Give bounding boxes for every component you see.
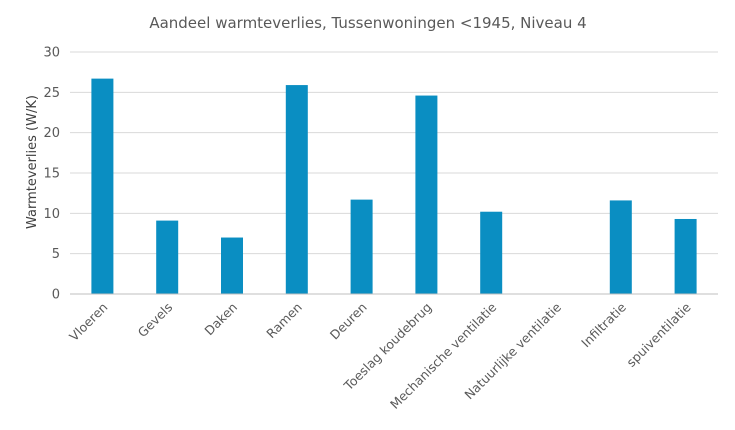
bar <box>609 200 632 294</box>
y-tick-label: 5 <box>52 247 60 262</box>
y-tick-label: 10 <box>43 207 60 222</box>
y-tick-label: 25 <box>43 86 60 101</box>
bar <box>221 237 243 294</box>
x-tick-label: Vloeren <box>66 300 110 344</box>
x-tick-label: Deuren <box>327 300 370 343</box>
x-tick-label: spuiventilatie <box>623 299 694 370</box>
x-tick-label: Mechanische ventilatie <box>387 299 500 412</box>
y-tick-label: 20 <box>43 126 60 141</box>
x-tick-label: Gevels <box>135 300 176 341</box>
bars <box>91 78 697 295</box>
y-tick-labels: 0 5 10 15 20 25 30 <box>43 46 60 303</box>
chart-title: Aandeel warmteverlies, Tussenwoningen <1… <box>149 14 586 32</box>
y-tick-label: 30 <box>43 46 60 61</box>
bar <box>91 78 114 295</box>
bar <box>285 85 308 294</box>
y-tick-label: 0 <box>52 288 60 303</box>
bar <box>415 95 438 294</box>
x-tick-label: Infiltratie <box>578 299 629 350</box>
x-tick-label: Daken <box>201 300 240 339</box>
y-tick-label: 15 <box>43 167 60 182</box>
bar <box>480 211 503 294</box>
y-axis-label: Warmteverlies (W/K) <box>25 95 40 229</box>
bar <box>350 199 373 294</box>
bar <box>674 218 697 294</box>
x-tick-label: Ramen <box>263 300 305 342</box>
bar <box>156 220 179 294</box>
